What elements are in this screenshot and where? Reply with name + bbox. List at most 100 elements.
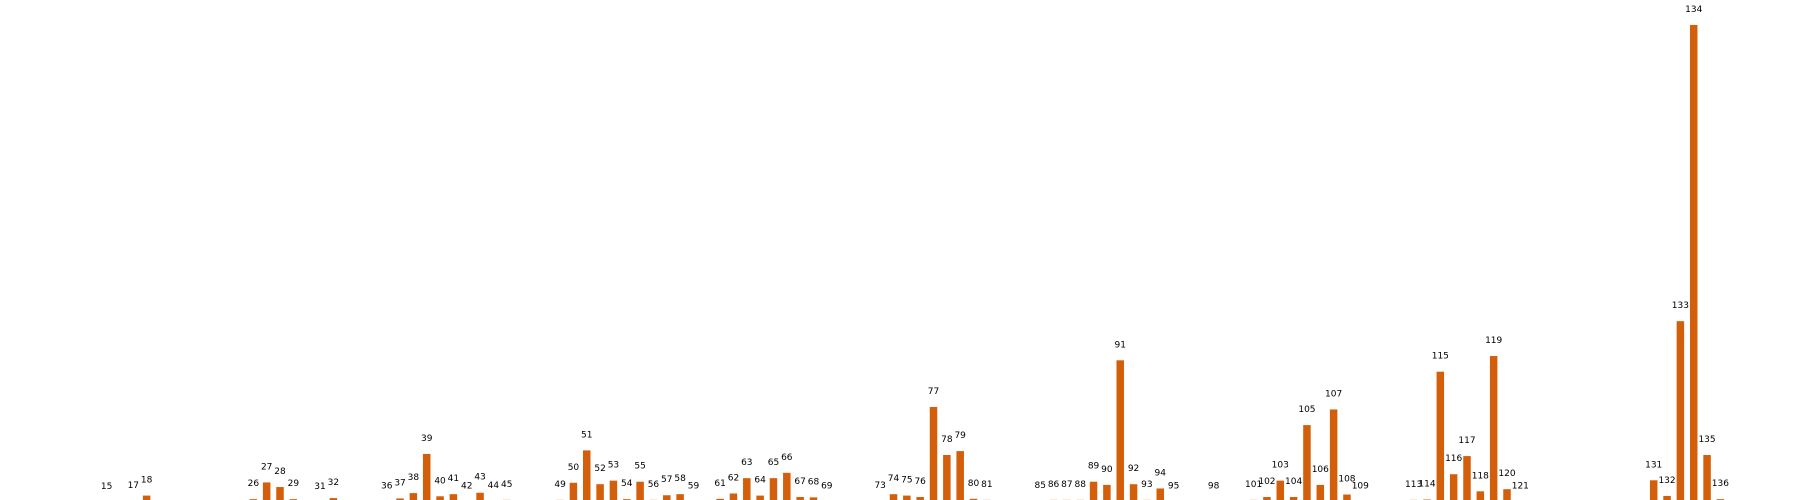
bar-label-120: 120 (1498, 469, 1515, 479)
bar-label-52: 52 (594, 464, 605, 474)
bar-label-136: 136 (1712, 479, 1729, 489)
bar-79 (956, 451, 964, 500)
bar-label-56: 56 (648, 480, 660, 490)
bar-134 (1689, 24, 1698, 500)
bar-label-94: 94 (1155, 468, 1167, 478)
bar-91 (1116, 360, 1124, 500)
bar-105 (1303, 425, 1311, 500)
bar-120 (1503, 489, 1511, 500)
bar-label-27: 27 (261, 462, 272, 472)
bar-label-50: 50 (568, 463, 580, 473)
bar-label-59: 59 (688, 481, 700, 491)
bar-53 (609, 480, 618, 500)
bar-label-101: 101 (1245, 480, 1262, 490)
bar-label-89: 89 (1088, 462, 1100, 472)
bar-61 (716, 498, 724, 500)
bar-67 (796, 497, 804, 500)
bar-label-81: 81 (981, 480, 992, 490)
bar-label-133: 133 (1672, 301, 1689, 311)
bar-label-91: 91 (1115, 340, 1126, 350)
bar-89 (1089, 481, 1098, 500)
bar-label-106: 106 (1312, 465, 1329, 475)
bar-label-114: 114 (1418, 480, 1435, 490)
bar-label-78: 78 (941, 435, 953, 445)
bar-label-118: 118 (1472, 471, 1489, 481)
bar-label-37: 37 (394, 478, 405, 488)
bar-label-103: 103 (1272, 461, 1289, 471)
bar-118 (1476, 491, 1485, 500)
bar-18 (142, 495, 151, 500)
bar-90 (1103, 484, 1111, 500)
bar-94 (1156, 488, 1164, 500)
bar-43 (476, 492, 484, 500)
bar-68 (809, 497, 818, 500)
bar-label-31: 31 (314, 482, 325, 492)
bar-78 (943, 455, 951, 500)
bar-75 (903, 495, 911, 500)
bar-label-132: 132 (1658, 476, 1675, 486)
bar-label-93: 93 (1141, 480, 1152, 490)
bar-106 (1316, 484, 1325, 500)
bar-65 (769, 478, 778, 500)
bar-label-95: 95 (1168, 481, 1179, 491)
bar-28 (276, 487, 284, 500)
bar-label-98: 98 (1208, 481, 1220, 491)
bar-116 (1449, 474, 1458, 500)
bar-label-61: 61 (714, 479, 725, 489)
bar-label-117: 117 (1458, 436, 1475, 446)
bar-label-131: 131 (1645, 460, 1662, 470)
bar-label-73: 73 (874, 481, 885, 491)
bar-label-104: 104 (1285, 477, 1302, 487)
bar-label-29: 29 (288, 479, 300, 489)
bar-label-107: 107 (1325, 389, 1342, 399)
bar-77 (929, 406, 938, 500)
bar-label-45: 45 (501, 480, 512, 490)
bar-label-26: 26 (248, 479, 260, 489)
bar-label-135: 135 (1698, 435, 1715, 445)
bar-119 (1489, 356, 1498, 500)
bar-80 (969, 498, 978, 500)
bar-62 (729, 493, 738, 500)
bar-label-64: 64 (754, 476, 766, 486)
bar-label-102: 102 (1258, 477, 1275, 487)
bar-label-43: 43 (474, 473, 485, 483)
bar-label-65: 65 (768, 458, 779, 468)
bar-38 (409, 493, 418, 500)
bar-108 (1343, 494, 1351, 500)
bar-label-54: 54 (621, 479, 633, 489)
bar-103 (1276, 480, 1285, 500)
bar-label-58: 58 (674, 474, 686, 484)
bar-102 (1263, 497, 1271, 500)
bar-label-108: 108 (1338, 475, 1355, 485)
bar-135 (1703, 455, 1711, 500)
bar-label-90: 90 (1101, 465, 1113, 475)
bar-label-40: 40 (434, 476, 446, 486)
bar-label-38: 38 (408, 473, 420, 483)
bar-63 (743, 478, 751, 500)
bar-51 (583, 450, 591, 500)
bar-76 (916, 497, 924, 500)
bar-label-85: 85 (1034, 481, 1045, 491)
bar-117 (1463, 456, 1471, 500)
bar-label-51: 51 (581, 430, 592, 440)
bar-label-92: 92 (1128, 464, 1139, 474)
bar-label-116: 116 (1445, 454, 1462, 464)
bar-label-62: 62 (728, 473, 739, 483)
bar-label-15: 15 (101, 482, 112, 492)
bar-label-55: 55 (634, 462, 645, 472)
bar-label-42: 42 (461, 481, 472, 491)
bar-131 (1649, 480, 1658, 500)
bar-label-49: 49 (554, 480, 566, 490)
bar-37 (396, 498, 404, 500)
bar-label-53: 53 (608, 461, 619, 471)
bar-label-41: 41 (448, 474, 459, 484)
bar-label-69: 69 (821, 481, 833, 491)
bar-label-87: 87 (1061, 480, 1072, 490)
bar-40 (436, 496, 444, 500)
bar-107 (1329, 409, 1338, 500)
bar-label-63: 63 (741, 458, 752, 468)
bar-label-79: 79 (954, 431, 966, 441)
bar-label-68: 68 (808, 477, 820, 487)
bar-74 (889, 494, 898, 500)
